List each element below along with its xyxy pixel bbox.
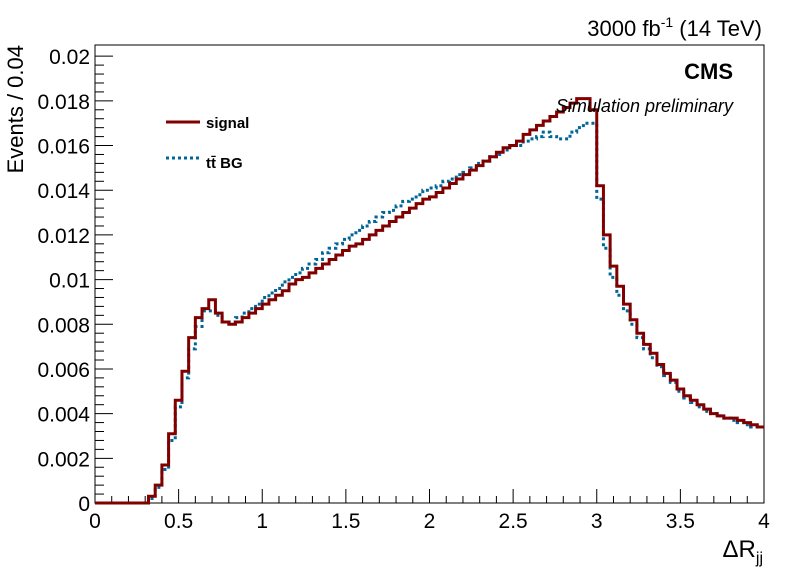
x-tick-label: 4 xyxy=(758,510,770,533)
y-tick-label: 0.004 xyxy=(37,404,90,427)
cms-sublabel: Simulation preliminary xyxy=(556,96,734,116)
x-tick-label: 3.5 xyxy=(666,510,695,533)
legend-label-ttbar: tt̄ BG xyxy=(206,155,243,172)
y-tick-label: 0.01 xyxy=(49,270,90,293)
y-tick-label: 0.008 xyxy=(37,314,90,337)
y-tick-label: 0.002 xyxy=(37,448,90,471)
y-tick-label: 0 xyxy=(78,493,90,516)
legend-label-signal: signal xyxy=(206,115,249,132)
y-tick-label: 0.006 xyxy=(37,359,90,382)
series-layer xyxy=(95,97,764,505)
x-tick-label: 1 xyxy=(256,510,268,533)
legend: signal tt̄ BG xyxy=(166,115,249,172)
series-line-signal xyxy=(95,97,764,505)
y-axis-label: Events / 0.04 xyxy=(3,45,28,173)
y-tick-label: 0.018 xyxy=(37,91,90,114)
x-tick-label: 0.5 xyxy=(164,510,193,533)
x-tick-label: 0 xyxy=(89,510,101,533)
x-tick-label: 2 xyxy=(424,510,436,533)
y-tick-label: 0.012 xyxy=(37,225,90,248)
y-tick-label: 0.016 xyxy=(37,136,90,159)
x-tick-label: 1.5 xyxy=(331,510,360,533)
cms-label: CMS xyxy=(684,59,733,84)
x-tick-label: 2.5 xyxy=(499,510,528,533)
x-axis-label: ΔRjj xyxy=(723,536,763,567)
x-tick-label: 3 xyxy=(591,510,603,533)
luminosity-label: 3000 fb-1 (14 TeV) xyxy=(587,14,762,41)
y-tick-label: 0.014 xyxy=(37,180,90,203)
y-tick-label: 0.02 xyxy=(49,46,90,69)
y-axis: 0 0.002 0.004 0.006 0.008 0.01 0.012 0.014 0.016… xyxy=(37,46,113,516)
x-axis: 0 0.5 1 1.5 2 2.5 3 3.5 4 xyxy=(89,489,770,533)
